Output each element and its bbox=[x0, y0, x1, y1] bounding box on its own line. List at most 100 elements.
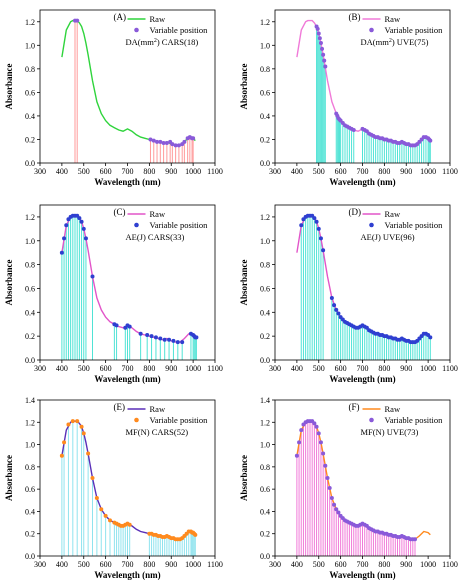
variable-position-marker bbox=[164, 140, 169, 145]
variable-position-marker bbox=[75, 18, 80, 23]
x-tick-label: 500 bbox=[313, 560, 325, 569]
x-axis-title: Wavelength (nm) bbox=[94, 177, 160, 187]
y-tick-label: 0.0 bbox=[260, 552, 270, 561]
y-tick-label: 1.0 bbox=[260, 237, 270, 246]
legend-raw-label: Raw bbox=[150, 14, 166, 24]
y-tick-label: 0.0 bbox=[25, 552, 35, 561]
x-tick-label: 700 bbox=[357, 167, 369, 176]
y-tick-label: 0.8 bbox=[260, 463, 270, 472]
y-axis-title: Absorbance bbox=[4, 63, 14, 109]
variable-position-marker bbox=[70, 419, 75, 424]
method-annotation: DA(mm2) UVE(75) bbox=[361, 37, 429, 47]
y-tick-label: 0.2 bbox=[260, 530, 270, 539]
variable-position-marker bbox=[182, 139, 187, 144]
variable-position-marker bbox=[428, 335, 433, 340]
x-tick-label: 800 bbox=[378, 364, 390, 373]
x-tick-label: 300 bbox=[34, 364, 46, 373]
method-annotation: MF(N) CARS(52) bbox=[126, 427, 189, 437]
x-tick-label: 1000 bbox=[185, 560, 201, 569]
x-tick-label: 700 bbox=[122, 560, 134, 569]
x-tick-label: 600 bbox=[100, 364, 112, 373]
y-tick-label: 1.2 bbox=[260, 418, 270, 427]
panel-label: (F) bbox=[349, 402, 360, 412]
y-tick-label: 0.2 bbox=[25, 135, 35, 144]
chart-panel-b: 300 400 500 600 700 800 900 1000 1100 0.0 0.2 0.4 0.… bbox=[239, 9, 458, 187]
x-tick-label: 900 bbox=[400, 560, 412, 569]
variable-position-marker bbox=[176, 143, 181, 148]
variable-position-marker bbox=[428, 138, 433, 143]
variable-position-marker bbox=[81, 431, 86, 436]
x-tick-label: 400 bbox=[56, 167, 68, 176]
x-tick-label: 500 bbox=[78, 364, 90, 373]
x-tick-label: 1000 bbox=[185, 364, 201, 373]
x-tick-label: 500 bbox=[78, 167, 90, 176]
legend-variable-label: Variable position bbox=[385, 25, 444, 35]
variable-position-marker bbox=[90, 476, 95, 480]
variable-position-marker bbox=[83, 236, 88, 241]
x-axis-title: Wavelength (nm) bbox=[329, 374, 395, 384]
x-tick-label: 700 bbox=[357, 364, 369, 373]
y-tick-label: 1.0 bbox=[25, 441, 35, 450]
x-tick-label: 300 bbox=[269, 167, 281, 176]
panel-label: (E) bbox=[114, 402, 126, 412]
annotation-text: ) CARS(18) bbox=[157, 37, 198, 47]
variable-position-marker bbox=[59, 453, 64, 458]
legend-variable-marker bbox=[369, 222, 374, 228]
variable-position-marker bbox=[413, 537, 417, 542]
y-tick-label: 0.4 bbox=[260, 308, 270, 317]
x-tick-label: 400 bbox=[291, 364, 303, 373]
variable-position-marker bbox=[99, 507, 104, 512]
legend-variable-label: Variable position bbox=[150, 415, 209, 425]
y-tick-label: 0.6 bbox=[25, 284, 35, 293]
x-tick-label: 1100 bbox=[207, 560, 223, 569]
variable-position-marker bbox=[158, 139, 163, 144]
legend-variable-label: Variable position bbox=[150, 25, 209, 35]
y-tick-label: 0.6 bbox=[25, 485, 35, 494]
x-tick-label: 1100 bbox=[442, 167, 458, 176]
variable-position-marker bbox=[90, 274, 95, 279]
y-tick-label: 1.2 bbox=[260, 18, 270, 27]
chart-panel-f: 300 400 500 600 700 800 900 1000 1100 0.0 0.2 0.4 0.… bbox=[239, 396, 458, 580]
y-tick-label: 0.8 bbox=[25, 65, 35, 74]
legend-raw-label: Raw bbox=[385, 209, 401, 219]
legend-variable-label: Variable position bbox=[150, 220, 209, 230]
x-tick-label: 600 bbox=[335, 364, 347, 373]
y-tick-label: 0.4 bbox=[25, 308, 35, 317]
variable-position-marker bbox=[62, 440, 67, 445]
variable-position-marker bbox=[321, 52, 326, 57]
legend-raw-label: Raw bbox=[150, 209, 166, 219]
y-tick-label: 1.0 bbox=[25, 237, 35, 246]
variable-position-marker bbox=[77, 216, 82, 221]
x-tick-label: 1100 bbox=[442, 364, 458, 373]
legend-raw-label: Raw bbox=[385, 404, 401, 414]
variable-position-marker bbox=[79, 424, 84, 429]
variable-position-marker bbox=[321, 451, 326, 456]
legend-raw-label: Raw bbox=[385, 14, 401, 24]
variable-position-marker bbox=[167, 337, 172, 342]
variable-position-marker bbox=[322, 58, 327, 63]
variable-position-marker bbox=[191, 136, 196, 141]
x-tick-label: 800 bbox=[143, 560, 155, 569]
variable-position-marker bbox=[299, 428, 304, 433]
y-tick-label: 1.4 bbox=[25, 396, 35, 405]
x-axis-title: Wavelength (nm) bbox=[329, 177, 395, 187]
y-axis-title: Absorbance bbox=[239, 455, 249, 501]
variable-position-marker bbox=[171, 338, 176, 343]
variable-position-marker bbox=[75, 419, 80, 424]
variable-position-marker bbox=[332, 502, 337, 507]
variable-position-marker bbox=[94, 496, 99, 501]
y-tick-label: 0.4 bbox=[260, 112, 270, 121]
variable-position-marker bbox=[81, 226, 86, 231]
method-annotation: DA(mm2) CARS(18) bbox=[126, 37, 199, 47]
x-tick-label: 400 bbox=[56, 560, 68, 569]
x-tick-label: 900 bbox=[400, 364, 412, 373]
x-tick-label: 300 bbox=[269, 560, 281, 569]
annotation-text: MF(N) UVE(73) bbox=[361, 427, 419, 437]
y-axis-title: Absorbance bbox=[4, 455, 14, 501]
y-tick-label: 0.8 bbox=[25, 261, 35, 270]
chart-panel-e: 300 400 500 600 700 800 900 1000 1100 0.0 0.2 0.4 0.… bbox=[4, 396, 223, 580]
method-annotation: AE(J) CARS(33) bbox=[126, 232, 185, 242]
x-tick-label: 900 bbox=[400, 167, 412, 176]
x-tick-label: 400 bbox=[56, 364, 68, 373]
panel-label: (A) bbox=[114, 12, 127, 22]
